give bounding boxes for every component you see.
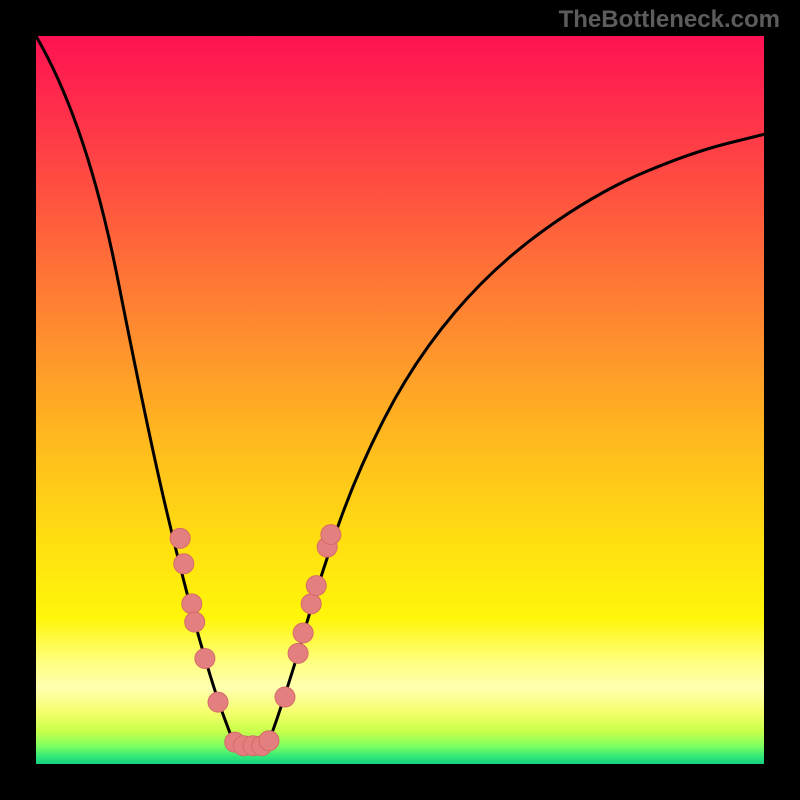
marker-left (174, 554, 194, 574)
marker-right (321, 525, 341, 545)
marker-left (170, 528, 190, 548)
marker-right (306, 576, 326, 596)
marker-left (185, 612, 205, 632)
marker-right (293, 623, 313, 643)
chart-svg (0, 0, 800, 800)
marker-bottom (259, 731, 279, 751)
chart-container: TheBottleneck.com (0, 0, 800, 800)
plot-background (36, 36, 764, 764)
marker-left (182, 594, 202, 614)
marker-left (195, 648, 215, 668)
marker-right (288, 643, 308, 663)
marker-right (275, 687, 295, 707)
marker-left (208, 692, 228, 712)
watermark-text: TheBottleneck.com (559, 6, 780, 34)
marker-right (301, 594, 321, 614)
